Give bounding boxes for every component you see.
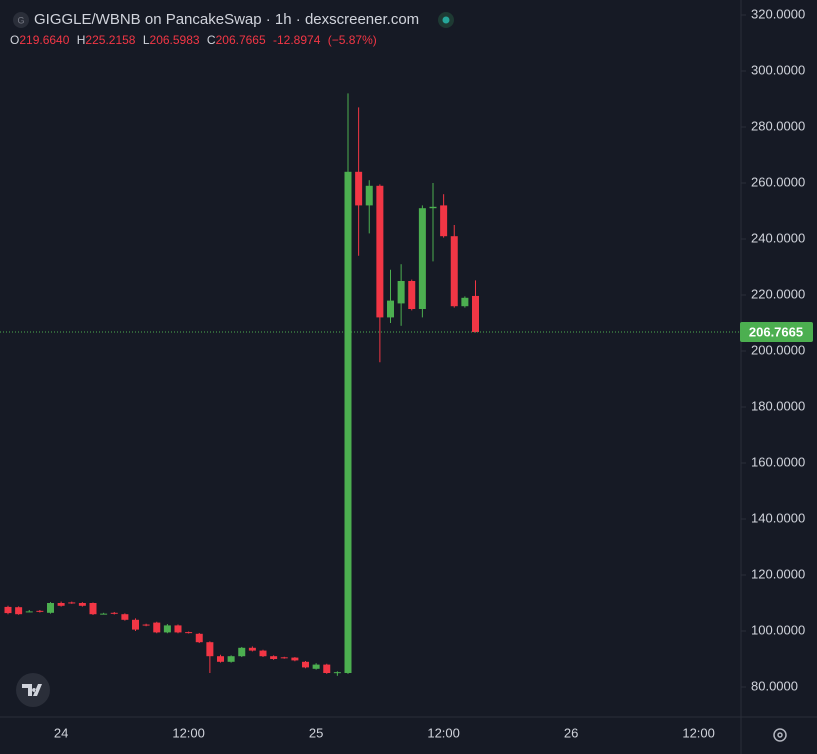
last-price-badge — [740, 322, 813, 343]
c-label: C — [207, 33, 216, 47]
ohlc-line: O219.6640 H225.2158 L206.5983 C206.7665 … — [10, 33, 377, 47]
candle-body — [185, 632, 193, 634]
candle-body — [429, 206, 437, 209]
candle-body — [238, 647, 246, 657]
x-tick-label: 12:00 — [427, 725, 460, 740]
o-label: O — [10, 33, 19, 47]
candle-body — [89, 603, 97, 615]
candle-body — [376, 185, 384, 318]
candle-body — [450, 236, 458, 307]
candle-body — [227, 656, 235, 662]
logo-icon — [13, 12, 29, 28]
candle-body — [397, 281, 405, 304]
change-pct: (−5.87%) — [328, 33, 377, 47]
candle-body — [259, 650, 267, 657]
logo-letter: G — [17, 15, 24, 25]
candle-body — [47, 603, 54, 613]
candles — [4, 93, 479, 676]
candle-body — [312, 664, 320, 669]
candle-body — [206, 642, 214, 657]
candle-body — [57, 603, 65, 606]
candle-body — [333, 672, 341, 674]
candle-body — [142, 624, 150, 626]
candle-body — [387, 300, 394, 318]
l-value: 206.5983 — [150, 33, 200, 47]
y-tick-label: 140.0000 — [751, 510, 805, 525]
o-value: 219.6640 — [19, 33, 69, 47]
gear-hub[interactable] — [777, 732, 783, 738]
candle-body — [4, 606, 12, 614]
l-label: L — [143, 33, 150, 47]
candle-body — [68, 602, 76, 604]
y-tick-label: 100.0000 — [751, 622, 805, 637]
candle-body — [302, 661, 309, 668]
candle-body — [195, 633, 203, 643]
y-tick-label: 160.0000 — [751, 454, 805, 469]
y-tick-label: 320.0000 — [751, 6, 805, 21]
candle-body — [344, 171, 352, 674]
candle-body — [323, 664, 331, 673]
tradingview-logo[interactable] — [16, 673, 50, 707]
x-tick-label: 26 — [564, 725, 578, 740]
status-dot — [442, 16, 450, 24]
candle-body — [291, 657, 299, 661]
candle-body — [36, 610, 44, 612]
candle-body — [440, 205, 448, 237]
candle-body — [78, 603, 86, 606]
y-tick-label: 80.0000 — [751, 678, 798, 693]
candle-body — [15, 607, 23, 615]
candle-body — [365, 185, 373, 206]
x-tick-label: 12:00 — [682, 725, 715, 740]
candle-body — [121, 614, 129, 620]
candle-body — [163, 625, 171, 633]
candle-body — [153, 622, 161, 633]
candle-body — [110, 612, 118, 614]
candle-body — [280, 657, 288, 659]
settings-button[interactable] — [773, 728, 787, 742]
candle-body — [472, 295, 479, 333]
candle-body — [418, 208, 426, 309]
h-label: H — [77, 33, 86, 47]
candle-body — [25, 611, 33, 613]
candle-body — [355, 171, 363, 206]
y-tick-label: 300.0000 — [751, 62, 805, 77]
y-tick-label: 220.0000 — [751, 286, 805, 301]
gear-ring[interactable] — [773, 728, 787, 742]
candle-body — [248, 647, 256, 651]
chart-title: GIGGLE/WBNB on PancakeSwap · 1h · dexscr… — [34, 11, 419, 28]
y-tick-label: 200.0000 — [751, 342, 805, 357]
candle-body — [217, 656, 224, 662]
candle-body — [100, 613, 108, 615]
candle-body — [132, 619, 139, 630]
candle-body — [270, 656, 278, 659]
y-tick-label: 120.0000 — [751, 566, 805, 581]
y-tick-label: 180.0000 — [751, 398, 805, 413]
logo-mark[interactable] — [22, 684, 42, 696]
x-tick-label: 24 — [54, 725, 68, 740]
y-tick-label: 280.0000 — [751, 118, 805, 133]
change: -12.8974 — [273, 33, 321, 47]
candle-body — [174, 625, 182, 633]
y-tick-label: 260.0000 — [751, 174, 805, 189]
h-value: 225.2158 — [85, 33, 135, 47]
last-price-label: 206.7665 — [749, 324, 803, 339]
c-value: 206.7665 — [216, 33, 266, 47]
candle-body — [408, 281, 416, 309]
candle-body — [461, 297, 469, 307]
y-tick-label: 240.0000 — [751, 230, 805, 245]
x-tick-label: 25 — [309, 725, 323, 740]
x-tick-label: 12:00 — [172, 725, 205, 740]
